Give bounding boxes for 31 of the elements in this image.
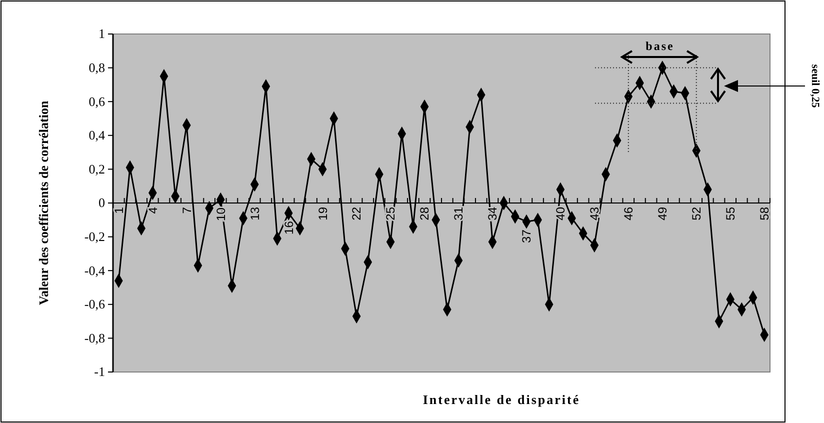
x-tick-label: 34	[486, 206, 500, 220]
x-tick-label: 52	[690, 206, 704, 220]
y-tick-label: 0,4	[88, 128, 106, 143]
x-tick-label: 19	[316, 206, 330, 220]
x-tick-label: 43	[588, 206, 602, 220]
annotation: base	[646, 39, 674, 53]
y-tick-label: -0,8	[84, 330, 105, 346]
x-tick-label: 1	[112, 206, 126, 214]
x-tick-label: 37	[520, 229, 534, 243]
x-tick-label: 46	[622, 206, 636, 220]
y-tick-label: 0	[98, 195, 105, 210]
x-tick-label: 55	[724, 206, 738, 220]
x-tick-label: 16	[282, 220, 296, 234]
y-tick-label: -0,4	[84, 262, 106, 278]
x-tick-label: 58	[758, 206, 772, 220]
y-tick-label: 0,8	[88, 60, 105, 75]
x-tick-label: 7	[180, 206, 194, 214]
x-tick-label: 28	[418, 206, 432, 220]
x-tick-label: 4	[146, 206, 160, 214]
y-tick-label: 0,2	[88, 161, 105, 176]
y-tick-label: 0,6	[88, 94, 106, 109]
y-tick-label: 1	[98, 26, 105, 42]
y-axis-title: Valeur des coefficients de corrélation	[36, 100, 51, 306]
y-tick-label: -0,2	[84, 228, 105, 244]
y-tick-label: -1	[94, 364, 105, 380]
x-axis-title: Intervalle de disparité	[422, 392, 580, 407]
y-tick-label: -0,6	[84, 296, 106, 312]
x-tick-label: 49	[656, 206, 670, 220]
x-tick-label: 22	[350, 206, 364, 220]
text: seuil 0,25	[809, 64, 821, 108]
x-tick-label: 13	[248, 206, 262, 220]
